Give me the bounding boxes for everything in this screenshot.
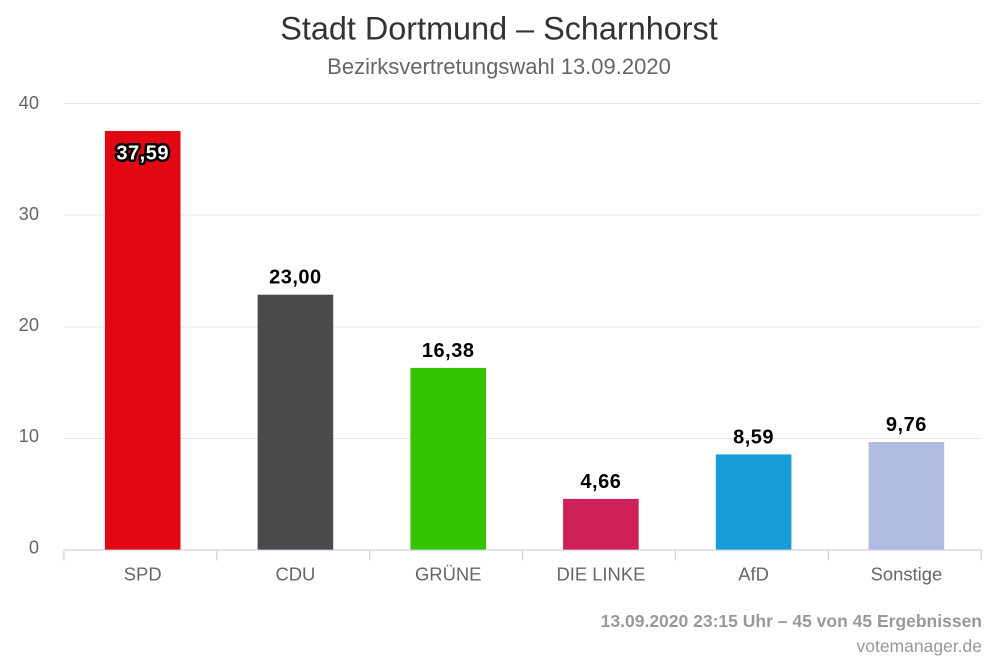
svg-text:30: 30: [19, 203, 39, 224]
svg-text:0: 0: [29, 536, 39, 557]
svg-text:Sonstige: Sonstige: [871, 564, 943, 585]
svg-text:16,38: 16,38: [422, 340, 475, 362]
svg-text:13.09.2020 23:15 Uhr – 45 von: 13.09.2020 23:15 Uhr – 45 von 45 Ergebni…: [601, 611, 982, 631]
svg-text:Stadt Dortmund – Scharnhorst: Stadt Dortmund – Scharnhorst: [280, 11, 718, 47]
svg-text:20: 20: [19, 314, 39, 335]
svg-text:AfD: AfD: [738, 564, 769, 585]
svg-text:4,66: 4,66: [580, 471, 621, 493]
svg-text:DIE LINKE: DIE LINKE: [556, 564, 645, 585]
svg-text:votemanager.de: votemanager.de: [856, 636, 982, 656]
svg-text:37,59: 37,59: [116, 143, 169, 165]
svg-text:GRÜNE: GRÜNE: [415, 564, 481, 585]
svg-text:SPD: SPD: [124, 564, 162, 585]
svg-text:40: 40: [19, 92, 39, 113]
svg-text:8,59: 8,59: [733, 426, 774, 448]
svg-text:CDU: CDU: [275, 564, 315, 585]
svg-text:10: 10: [19, 425, 39, 446]
svg-text:23,00: 23,00: [269, 267, 322, 289]
svg-text:9,76: 9,76: [886, 414, 927, 436]
svg-text:Bezirksvertretungswahl 13.09.2: Bezirksvertretungswahl 13.09.2020: [327, 54, 671, 79]
